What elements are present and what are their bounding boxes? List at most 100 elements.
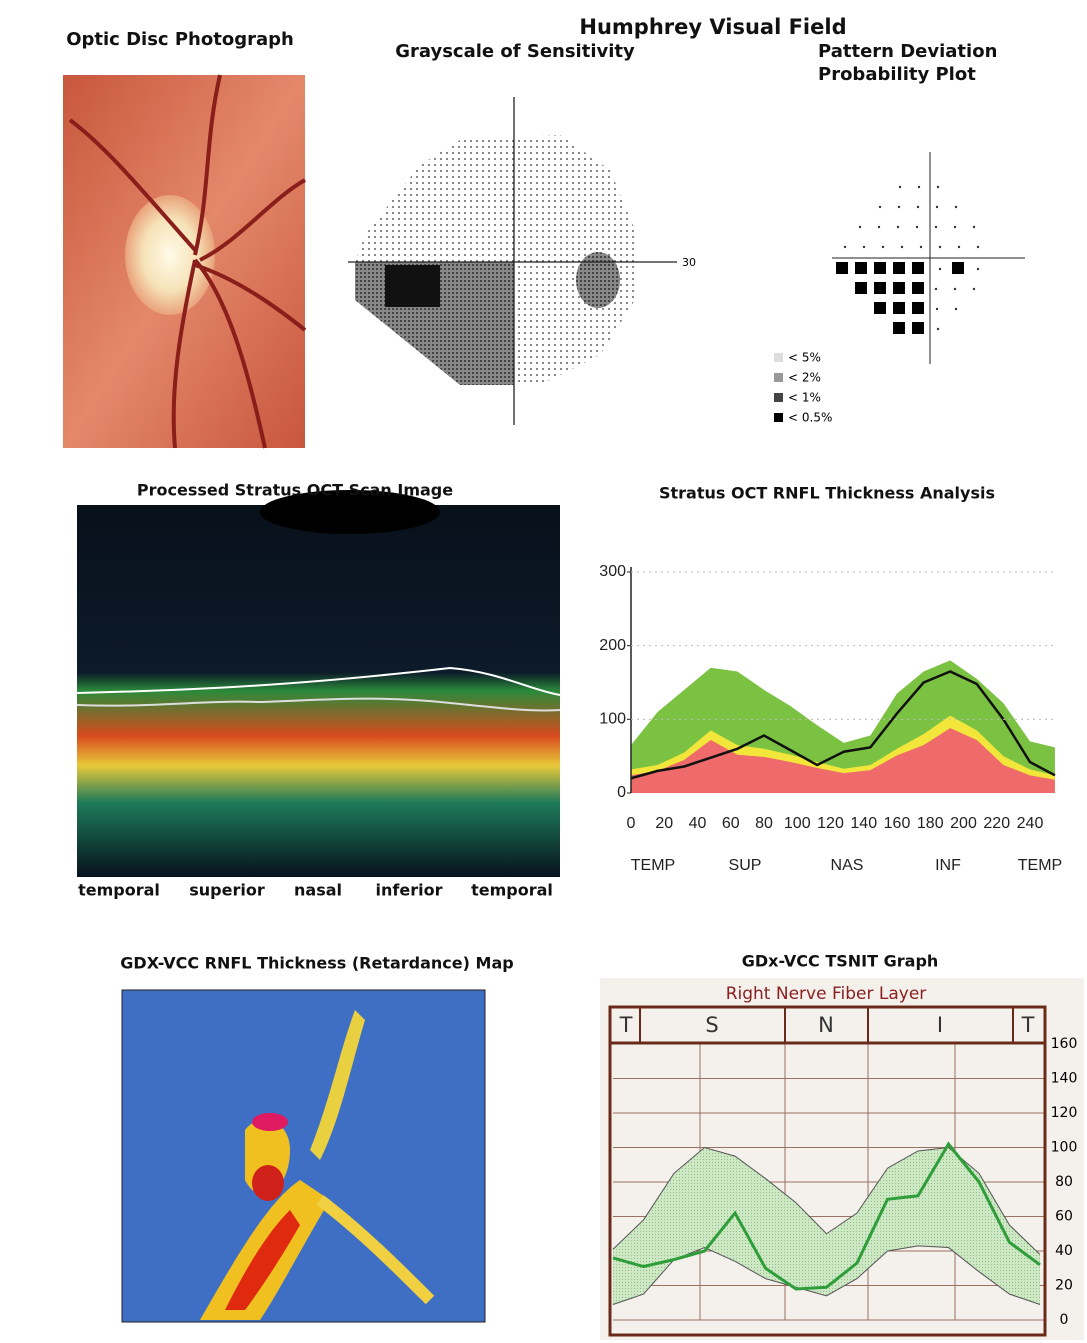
- pd-dot: [955, 206, 957, 208]
- pd-dot: [916, 226, 918, 228]
- y-tick-label: 140: [1051, 1071, 1078, 1087]
- panel-title: Pattern Deviation: [818, 41, 997, 62]
- pd-square: [893, 282, 905, 294]
- pd-dot: [901, 246, 903, 248]
- x-tick-label: 160: [884, 815, 911, 832]
- pd-square: [952, 262, 964, 274]
- pd-dot: [939, 268, 941, 270]
- x-tick-label: 180: [917, 815, 944, 832]
- pd-dot: [863, 246, 865, 248]
- chart-subtitle: Right Nerve Fiber Layer: [726, 984, 927, 1004]
- x-tick-label: 100: [784, 815, 811, 832]
- pd-dot: [954, 226, 956, 228]
- pd-square: [912, 282, 924, 294]
- pd-dot: [844, 246, 846, 248]
- legend-label: < 0.5%: [788, 411, 832, 425]
- x-tick-label: 120: [817, 815, 844, 832]
- legend-swatch: [774, 413, 783, 422]
- pd-square: [874, 282, 886, 294]
- panel-title: Processed Stratus OCT Scan Image: [137, 481, 453, 500]
- pd-dot: [879, 206, 881, 208]
- pd-dot: [917, 206, 919, 208]
- scan-label: nasal: [294, 881, 342, 900]
- x-tick-label: 80: [755, 815, 773, 832]
- y-tick-label: 60: [1055, 1209, 1073, 1225]
- y-tick-label: 120: [1051, 1105, 1078, 1121]
- pd-dot: [958, 246, 960, 248]
- pd-dot: [955, 308, 957, 310]
- field-upper: [355, 135, 635, 262]
- region-label: N: [818, 1013, 834, 1037]
- region-label: NAS: [831, 857, 864, 874]
- pd-square: [893, 322, 905, 334]
- pd-dot: [920, 246, 922, 248]
- pattern-legend: < 5% < 2% < 1% < 0.5%: [774, 351, 832, 425]
- legend-swatch: [774, 353, 783, 362]
- pd-dot: [859, 226, 861, 228]
- scan-label: temporal: [471, 881, 553, 900]
- pd-square: [874, 302, 886, 314]
- pd-dot: [918, 186, 920, 188]
- axis-label: 30: [682, 256, 696, 269]
- scan-label: temporal: [78, 881, 160, 900]
- y-tick-label: 40: [1055, 1243, 1073, 1259]
- gdx-map: [122, 990, 485, 1322]
- y-tick-label: 200: [599, 637, 626, 654]
- y-tick-label: 100: [599, 711, 626, 728]
- legend-swatch: [774, 373, 783, 382]
- scan-label: inferior: [376, 881, 443, 900]
- legend-label: < 1%: [788, 391, 821, 405]
- pd-square: [855, 282, 867, 294]
- pd-dot: [977, 246, 979, 248]
- panel-title: Optic Disc Photograph: [66, 29, 294, 50]
- legend-swatch: [774, 393, 783, 402]
- pd-dot: [935, 288, 937, 290]
- pd-square: [874, 262, 886, 274]
- pd-dot: [937, 186, 939, 188]
- x-tick-label: 220: [983, 815, 1010, 832]
- pd-square: [836, 262, 848, 274]
- blind-spot: [576, 252, 620, 308]
- chart-title: Stratus OCT RNFL Thickness Analysis: [659, 484, 995, 503]
- region-label: T: [619, 1013, 633, 1037]
- region-label: TEMP: [1018, 857, 1062, 874]
- region-label: S: [705, 1013, 718, 1037]
- pd-dot: [937, 328, 939, 330]
- figure: Optic Disc Photograph Humphrey Visual Fi…: [0, 0, 1087, 1343]
- pd-dot: [878, 226, 880, 228]
- y-tick-label: 80: [1055, 1174, 1073, 1190]
- field-scotoma: [385, 265, 440, 307]
- pd-dot: [935, 226, 937, 228]
- pd-dot: [977, 268, 979, 270]
- y-tick-label: 100: [1051, 1140, 1078, 1156]
- pd-dot: [936, 206, 938, 208]
- x-tick-label: 0: [627, 815, 636, 832]
- pd-square: [893, 302, 905, 314]
- region-label: TEMP: [631, 857, 675, 874]
- x-tick-label: 200: [950, 815, 977, 832]
- pd-dot: [973, 288, 975, 290]
- pd-square: [893, 262, 905, 274]
- pd-square: [855, 262, 867, 274]
- x-tick-label: 60: [722, 815, 740, 832]
- pd-dot: [899, 186, 901, 188]
- page: {"figure":{"optic_disc_title":"Optic Dis…: [0, 0, 1087, 1343]
- scan-label: superior: [189, 881, 265, 900]
- pd-square: [912, 262, 924, 274]
- x-tick-label: 140: [850, 815, 877, 832]
- pd-dot: [936, 308, 938, 310]
- pd-dot: [898, 206, 900, 208]
- pattern-plot: [832, 152, 1025, 364]
- legend-label: < 2%: [788, 371, 821, 385]
- region-label: SUP: [729, 857, 762, 874]
- pd-dot: [897, 226, 899, 228]
- legend-label: < 5%: [788, 351, 821, 365]
- x-tick-label: 20: [655, 815, 673, 832]
- panel-title: GDX-VCC RNFL Thickness (Retardance) Map: [120, 954, 513, 973]
- y-tick-label: 0: [617, 784, 626, 801]
- x-tick-label: 40: [689, 815, 707, 832]
- pd-dot: [882, 246, 884, 248]
- y-tick-label: 160: [1051, 1036, 1078, 1052]
- pd-square: [912, 322, 924, 334]
- pd-dot: [939, 246, 941, 248]
